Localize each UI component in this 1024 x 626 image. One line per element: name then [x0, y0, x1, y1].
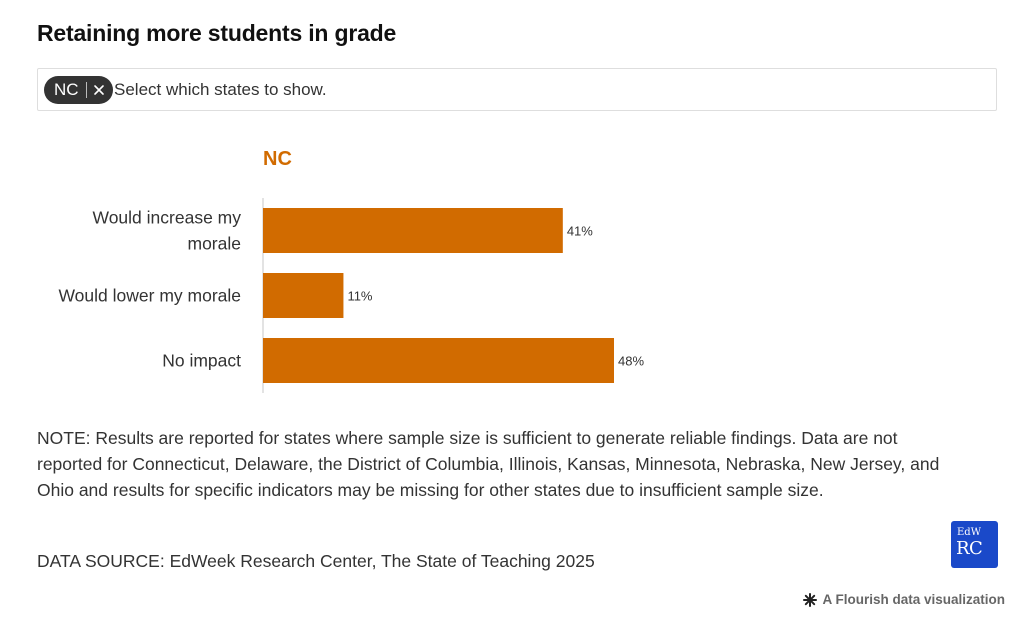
flourish-credit-text: A Flourish data visualization	[822, 592, 1005, 607]
chart-title: Retaining more students in grade	[37, 20, 397, 46]
bar[interactable]	[263, 338, 614, 383]
state-filter[interactable]: NC Select which states to show.	[37, 68, 997, 111]
state-chip[interactable]: NC	[44, 76, 113, 104]
category-label: Would lower my morale	[58, 286, 241, 306]
flourish-star-icon	[803, 592, 818, 607]
flourish-credit-link[interactable]: A Flourish data visualization	[803, 592, 1005, 607]
bar[interactable]	[263, 208, 563, 253]
bar[interactable]	[263, 273, 344, 318]
logo-bottom-text: RC	[956, 538, 983, 559]
state-chip-label: NC	[54, 80, 79, 99]
data-source: DATA SOURCE: EdWeek Research Center, The…	[37, 551, 595, 571]
value-label: 41%	[567, 224, 593, 239]
panel-title: NC	[263, 148, 292, 170]
bar-chart: NC 41% Would increase my morale 11% Would lo…	[58, 148, 644, 393]
category-label: Would increase my	[93, 208, 242, 228]
value-label: 11%	[347, 289, 372, 304]
chip-divider	[85, 82, 87, 98]
close-icon[interactable]	[91, 82, 107, 98]
category-label: No impact	[162, 351, 241, 371]
edweek-research-center-logo[interactable]: EdW RC	[951, 521, 998, 568]
value-label: 48%	[618, 354, 644, 369]
filter-placeholder[interactable]: Select which states to show.	[114, 80, 327, 99]
footnote: NOTE: Results are reported for states wh…	[37, 428, 940, 500]
category-label: morale	[188, 234, 242, 254]
logo-top-text: EdW	[957, 527, 981, 538]
